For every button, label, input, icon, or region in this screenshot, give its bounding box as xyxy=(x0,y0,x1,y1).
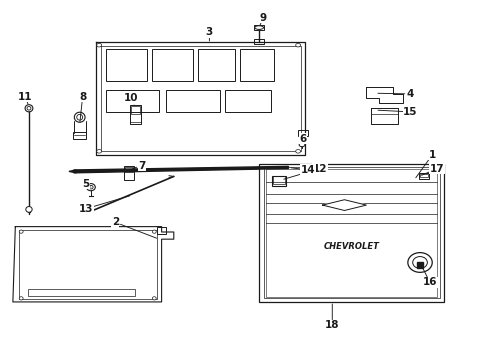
Ellipse shape xyxy=(152,297,156,300)
Ellipse shape xyxy=(19,230,23,233)
Polygon shape xyxy=(74,166,288,173)
Polygon shape xyxy=(69,170,76,173)
Text: 7: 7 xyxy=(138,161,145,171)
Text: 10: 10 xyxy=(124,93,138,103)
Polygon shape xyxy=(370,108,397,125)
Bar xyxy=(19,230,157,299)
Bar xyxy=(73,132,85,139)
Bar xyxy=(254,25,264,31)
Polygon shape xyxy=(322,200,366,211)
Text: 9: 9 xyxy=(259,13,266,23)
Bar xyxy=(166,90,220,112)
Text: 6: 6 xyxy=(299,134,306,144)
Text: 15: 15 xyxy=(402,107,417,117)
Ellipse shape xyxy=(295,43,300,47)
Bar xyxy=(254,40,264,44)
Ellipse shape xyxy=(152,230,156,233)
Ellipse shape xyxy=(412,257,427,269)
Text: 16: 16 xyxy=(422,277,436,287)
Text: 12: 12 xyxy=(312,163,326,174)
Text: CHEVROLET: CHEVROLET xyxy=(323,242,379,251)
Bar xyxy=(239,49,273,81)
Text: 2: 2 xyxy=(111,217,119,227)
Text: 8: 8 xyxy=(79,92,86,102)
Bar xyxy=(272,176,285,186)
Polygon shape xyxy=(366,87,402,103)
Text: 3: 3 xyxy=(205,27,213,37)
Bar xyxy=(419,174,427,177)
Ellipse shape xyxy=(27,107,31,110)
Ellipse shape xyxy=(74,112,85,122)
Text: 13: 13 xyxy=(79,204,93,214)
Ellipse shape xyxy=(19,297,23,300)
Text: 11: 11 xyxy=(18,92,32,102)
Bar xyxy=(131,107,140,114)
Bar xyxy=(105,49,147,81)
Bar xyxy=(259,164,444,302)
Ellipse shape xyxy=(299,143,305,147)
Bar xyxy=(198,49,234,81)
Bar xyxy=(224,90,271,112)
Ellipse shape xyxy=(295,149,300,153)
Bar xyxy=(266,169,436,297)
Bar xyxy=(124,167,133,172)
Ellipse shape xyxy=(407,253,431,273)
Bar xyxy=(152,49,193,81)
Ellipse shape xyxy=(25,105,33,112)
Polygon shape xyxy=(13,226,173,302)
Bar xyxy=(264,167,439,298)
Ellipse shape xyxy=(88,185,93,189)
Ellipse shape xyxy=(77,114,82,120)
Polygon shape xyxy=(416,262,422,268)
Text: 4: 4 xyxy=(406,89,413,99)
Bar xyxy=(130,105,141,125)
Text: 18: 18 xyxy=(325,320,339,330)
Bar xyxy=(27,289,135,296)
Ellipse shape xyxy=(97,43,102,47)
Ellipse shape xyxy=(86,184,95,191)
Bar xyxy=(123,166,134,180)
Bar xyxy=(418,173,428,179)
Ellipse shape xyxy=(97,149,102,153)
Text: 14: 14 xyxy=(300,165,315,175)
Bar xyxy=(157,226,165,234)
Text: 1: 1 xyxy=(427,150,435,160)
Bar xyxy=(105,90,159,112)
Text: 5: 5 xyxy=(82,179,89,189)
Text: 17: 17 xyxy=(429,163,444,174)
Ellipse shape xyxy=(26,207,32,212)
Bar xyxy=(298,130,307,136)
Ellipse shape xyxy=(254,26,263,30)
Bar xyxy=(273,176,285,184)
